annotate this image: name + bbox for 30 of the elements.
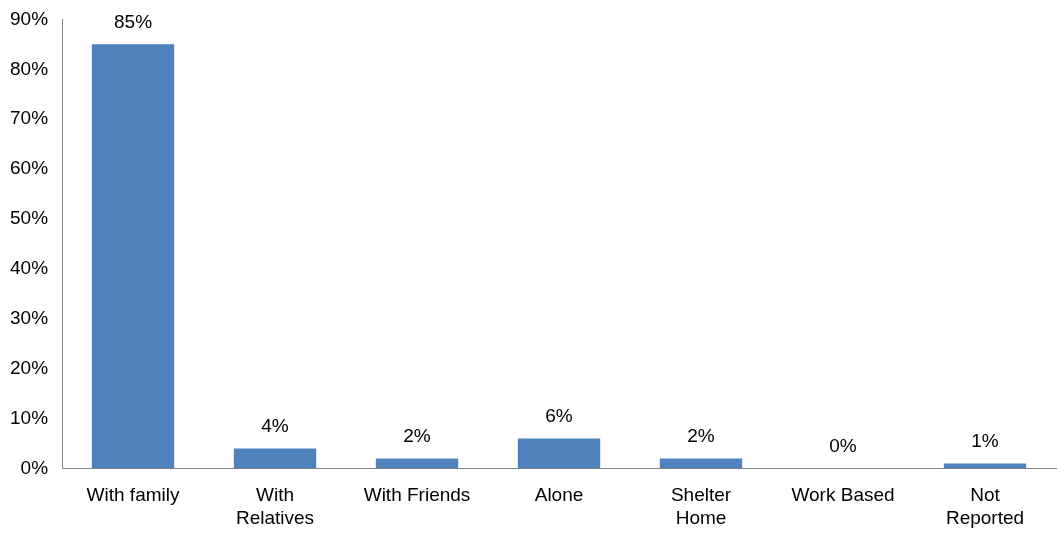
bar	[517, 438, 601, 469]
data-label: 85%	[114, 11, 153, 33]
x-tick-label: Work Based	[791, 484, 895, 506]
y-tick-label: 80%	[10, 57, 49, 79]
data-label: 2%	[403, 425, 431, 447]
y-tick-label: 90%	[10, 7, 49, 29]
y-tick-label: 0%	[20, 456, 49, 478]
data-label: 2%	[687, 425, 715, 447]
x-tick-label: Shelter Home	[670, 484, 732, 528]
data-label: 4%	[261, 415, 289, 437]
x-tick-label: With family	[86, 484, 180, 506]
x-tick-label: With Friends	[363, 484, 471, 506]
y-tick-label: 60%	[10, 157, 49, 179]
bar	[91, 44, 175, 469]
bar	[659, 458, 743, 469]
x-tick-label: With Relatives	[235, 484, 315, 528]
y-tick-label: 40%	[10, 257, 49, 279]
x-tick-label: Not Reported	[945, 484, 1025, 528]
data-label: 1%	[971, 430, 999, 452]
y-tick-label: 30%	[10, 306, 49, 328]
x-tick-label: Alone	[534, 484, 584, 506]
y-tick-label: 20%	[10, 356, 49, 378]
data-label: 6%	[545, 405, 573, 427]
y-tick-label: 70%	[10, 107, 49, 129]
bar	[233, 448, 317, 469]
bar	[943, 463, 1027, 469]
y-tick-label: 50%	[10, 207, 49, 229]
y-tick-label: 10%	[10, 406, 49, 428]
data-label: 0%	[829, 435, 857, 457]
bar	[375, 458, 459, 469]
